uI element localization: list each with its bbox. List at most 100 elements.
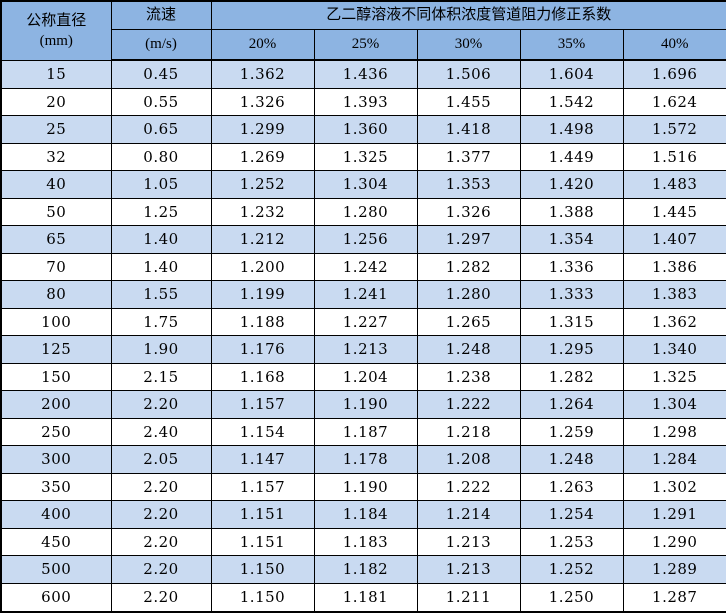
table-cell: 400 bbox=[0, 500, 112, 529]
table-cell: 0.45 bbox=[110, 59, 212, 89]
table-cell: 1.154 bbox=[210, 417, 315, 447]
table-cell: 1.213 bbox=[416, 527, 521, 557]
table-cell: 1.150 bbox=[210, 555, 315, 584]
table-cell: 1.232 bbox=[210, 197, 315, 227]
table-cell: 1.304 bbox=[622, 390, 726, 419]
table-cell: 1.289 bbox=[622, 555, 726, 584]
table-cell: 1.295 bbox=[519, 335, 624, 364]
table-cell: 1.407 bbox=[622, 225, 726, 254]
table-row: 80 1.55 1.199 1.241 1.280 1.333 1.383 bbox=[0, 280, 726, 309]
table-cell: 1.25 bbox=[110, 197, 212, 227]
table-cell: 125 bbox=[0, 335, 112, 364]
table-cell: 1.214 bbox=[416, 500, 521, 529]
table-cell: 1.238 bbox=[416, 362, 521, 392]
table-cell: 1.542 bbox=[519, 87, 624, 117]
table-cell: 1.151 bbox=[210, 500, 315, 529]
table-cell: 1.290 bbox=[622, 527, 726, 557]
table-row: 32 0.80 1.269 1.325 1.377 1.449 1.516 bbox=[0, 142, 726, 172]
table-cell: 1.187 bbox=[313, 417, 418, 447]
table-cell: 1.282 bbox=[519, 362, 624, 392]
table-cell: 1.265 bbox=[416, 307, 521, 337]
table-body: 15 0.45 1.362 1.436 1.506 1.604 1.696 20 0.55 1.3… bbox=[0, 59, 726, 613]
table-row: 350 2.20 1.157 1.190 1.222 1.263 1.302 bbox=[0, 472, 726, 502]
table-cell: 2.05 bbox=[110, 445, 212, 474]
table-cell: 600 bbox=[0, 583, 112, 613]
table-cell: 1.178 bbox=[313, 445, 418, 474]
table-cell: 1.248 bbox=[519, 445, 624, 474]
table-cell: 1.353 bbox=[416, 170, 521, 199]
table-cell: 1.325 bbox=[313, 142, 418, 172]
table-cell: 200 bbox=[0, 390, 112, 419]
table-cell: 1.418 bbox=[416, 115, 521, 144]
table-cell: 1.269 bbox=[210, 142, 315, 172]
table-cell: 1.282 bbox=[416, 252, 521, 282]
table-cell: 1.208 bbox=[416, 445, 521, 474]
header-row-top: 公称直径 (mm) 流速 乙二醇溶液不同体积浓度管道阻力修正系数 bbox=[0, 0, 726, 61]
table-cell: 1.183 bbox=[313, 527, 418, 557]
table-cell: 1.242 bbox=[313, 252, 418, 282]
table-cell: 1.259 bbox=[519, 417, 624, 447]
table-cell: 1.624 bbox=[622, 87, 726, 117]
table-cell: 1.420 bbox=[519, 170, 624, 199]
table-cell: 1.386 bbox=[622, 252, 726, 282]
table-cell: 1.388 bbox=[519, 197, 624, 227]
header-nominal-diameter-label: 公称直径 bbox=[26, 12, 87, 29]
table-cell: 1.284 bbox=[622, 445, 726, 474]
table-cell: 1.449 bbox=[519, 142, 624, 172]
table-cell: 1.252 bbox=[210, 170, 315, 199]
table-cell: 1.498 bbox=[519, 115, 624, 144]
table-cell: 1.280 bbox=[416, 280, 521, 309]
table-row: 40 1.05 1.252 1.304 1.353 1.420 1.483 bbox=[0, 170, 726, 199]
table-cell: 50 bbox=[0, 197, 112, 227]
table-cell: 0.80 bbox=[110, 142, 212, 172]
table-row: 100 1.75 1.188 1.227 1.265 1.315 1.362 bbox=[0, 307, 726, 337]
header-concentration-40: 40% bbox=[622, 29, 726, 61]
header-nominal-diameter: 公称直径 (mm) bbox=[0, 0, 112, 61]
table-cell: 1.445 bbox=[622, 197, 726, 227]
table-cell: 1.354 bbox=[519, 225, 624, 254]
header-concentration-30: 30% bbox=[416, 29, 521, 61]
table-cell: 1.199 bbox=[210, 280, 315, 309]
table-cell: 1.264 bbox=[519, 390, 624, 419]
header-velocity-unit: (m/s) bbox=[110, 29, 212, 61]
table-cell: 1.176 bbox=[210, 335, 315, 364]
table-cell: 1.383 bbox=[622, 280, 726, 309]
table-cell: 350 bbox=[0, 472, 112, 502]
table-row: 150 2.15 1.168 1.204 1.238 1.282 1.325 bbox=[0, 362, 726, 392]
table-row: 20 0.55 1.326 1.393 1.455 1.542 1.624 bbox=[0, 87, 726, 117]
table-cell: 450 bbox=[0, 527, 112, 557]
table-cell: 1.360 bbox=[313, 115, 418, 144]
table-cell: 1.252 bbox=[519, 555, 624, 584]
table-cell: 1.572 bbox=[622, 115, 726, 144]
header-concentration-25: 25% bbox=[313, 29, 418, 61]
table-cell: 2.40 bbox=[110, 417, 212, 447]
table-cell: 1.362 bbox=[622, 307, 726, 337]
table-cell: 0.65 bbox=[110, 115, 212, 144]
table-cell: 2.20 bbox=[110, 555, 212, 584]
table-cell: 1.168 bbox=[210, 362, 315, 392]
table-cell: 1.326 bbox=[416, 197, 521, 227]
table-cell: 1.212 bbox=[210, 225, 315, 254]
table-cell: 1.516 bbox=[622, 142, 726, 172]
header-nominal-diameter-unit: (mm) bbox=[39, 32, 73, 49]
table-cell: 1.190 bbox=[313, 390, 418, 419]
table-cell: 1.222 bbox=[416, 390, 521, 419]
table-cell: 1.393 bbox=[313, 87, 418, 117]
table-cell: 1.604 bbox=[519, 59, 624, 89]
table-cell: 1.483 bbox=[622, 170, 726, 199]
table-row: 25 0.65 1.299 1.360 1.418 1.498 1.572 bbox=[0, 115, 726, 144]
table-cell: 250 bbox=[0, 417, 112, 447]
table-cell: 1.200 bbox=[210, 252, 315, 282]
table-cell: 1.211 bbox=[416, 583, 521, 613]
table-cell: 1.253 bbox=[519, 527, 624, 557]
table-cell: 1.304 bbox=[313, 170, 418, 199]
table-cell: 1.05 bbox=[110, 170, 212, 199]
header-concentration-35: 35% bbox=[519, 29, 624, 61]
table-row: 600 2.20 1.150 1.181 1.211 1.250 1.287 bbox=[0, 583, 726, 613]
header-row-sub: (m/s) 20% 25% 30% 35% 40% bbox=[1, 29, 726, 61]
table-cell: 1.436 bbox=[313, 59, 418, 89]
table-header: 公称直径 (mm) 流速 乙二醇溶液不同体积浓度管道阻力修正系数 (m/s) 2… bbox=[0, 0, 726, 61]
table-cell: 150 bbox=[0, 362, 112, 392]
